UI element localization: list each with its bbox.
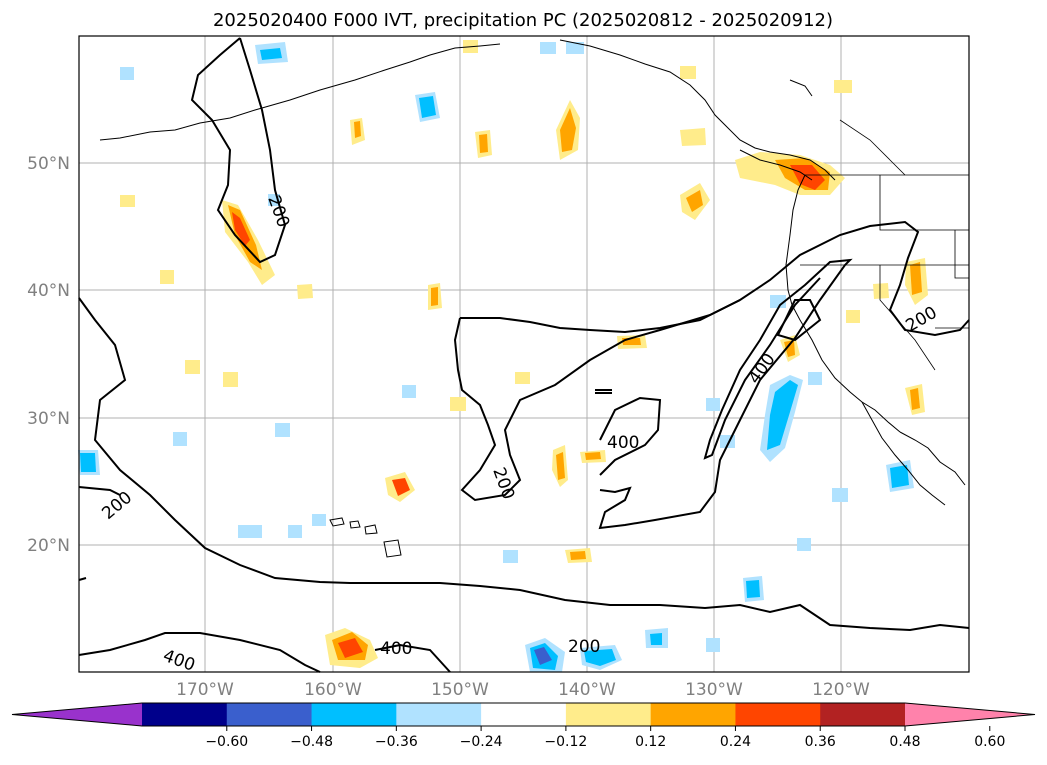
map-title: 2025020400 F000 IVT, precipitation PC (2… — [213, 10, 833, 31]
colorbar-tick-label: 0.12 — [635, 734, 666, 750]
contour-label: 200 — [568, 637, 600, 657]
colorbar-swatch — [650, 703, 736, 726]
precip-anomaly-blobs — [78, 40, 928, 672]
gridlines — [79, 36, 969, 672]
lon-label: 150°W — [431, 680, 489, 700]
lon-label: 160°W — [304, 680, 362, 700]
colorbar-swatch — [481, 703, 567, 726]
map-frame — [78, 35, 970, 673]
lat-labels: 50°N 40°N 30°N 20°N — [27, 154, 70, 556]
ivt-contours — [78, 37, 970, 673]
contour-label: 400 — [380, 639, 412, 659]
colorbar: −0.60 −0.48 −0.36 −0.24 −0.12 0.12 0.24 0.36 0.4… — [11, 702, 1036, 750]
colorbar-swatch — [820, 703, 906, 726]
contour-label: 400 — [607, 433, 639, 453]
map-area — [79, 36, 969, 672]
colorbar-tick-label: −0.60 — [205, 734, 248, 750]
colorbar-swatch — [226, 703, 313, 726]
lon-label: 140°W — [558, 680, 616, 700]
colorbar-swatch — [735, 703, 821, 726]
colorbar-tick-label: −0.24 — [460, 734, 503, 750]
colorbar-outline — [11, 702, 1036, 727]
lat-label: 30°N — [27, 409, 70, 429]
colorbar-tick-label: −0.48 — [290, 734, 333, 750]
colorbar-swatch — [396, 703, 482, 726]
colorbar-tick-label: 0.24 — [720, 734, 751, 750]
lon-labels: 170°W 160°W 150°W 140°W 130°W 120°W — [176, 680, 870, 700]
lat-label: 50°N — [27, 154, 70, 174]
colorbar-tick-label: 0.36 — [805, 734, 836, 750]
colorbar-tick-label: 0.60 — [974, 734, 1005, 750]
colorbar-swatch — [311, 703, 397, 726]
lon-label: 170°W — [176, 680, 234, 700]
colorbar-tick-label: −0.12 — [544, 734, 587, 750]
colorbar-swatch — [142, 703, 228, 726]
colorbar-tick-label: −0.36 — [375, 734, 418, 750]
lat-label: 40°N — [27, 281, 70, 301]
colorbar-extend-low — [12, 703, 142, 726]
colorbar-extend-high — [905, 703, 1035, 726]
lat-label: 20°N — [27, 536, 70, 556]
lon-label: 120°W — [812, 680, 870, 700]
lon-label: 130°W — [685, 680, 743, 700]
colorbar-tick-label: 0.48 — [889, 734, 920, 750]
colorbar-swatch — [565, 703, 652, 726]
